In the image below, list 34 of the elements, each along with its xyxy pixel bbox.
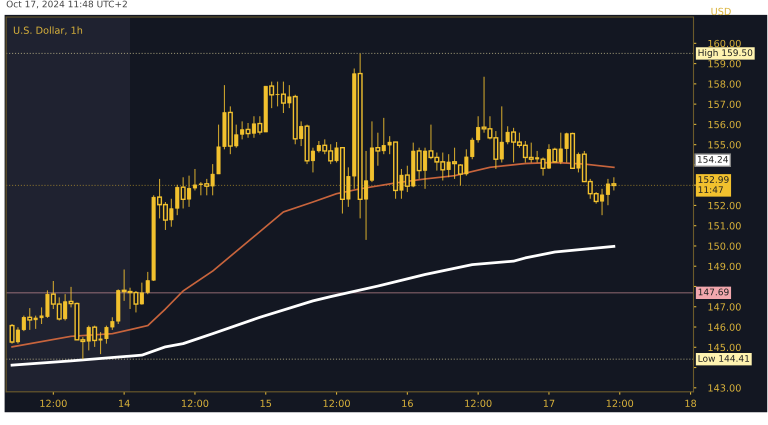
text: U.S. Dollar, 1h [14,26,82,35]
line-series [10,244,616,366]
y-tick-label: 145.00 [708,344,741,352]
ref-line-label: High 159.50 [698,49,752,58]
y-tick-label: 158.00 [708,80,741,88]
x-tick-label: 15 [260,400,272,408]
ref-line-label: 147.69 [698,288,729,296]
chart-subtitle: Oct 17, 2024 11:48 UTC+2 [6,0,127,8]
text: 154.24 [698,156,728,163]
ref-line-label: Low 144.41 [698,355,750,362]
ref-line-label: 152.99 11:47 [698,176,729,193]
x-tick-label: 12:00 [324,400,350,408]
y-tick-label: 143.00 [708,384,741,392]
x-tick-label: 14 [119,400,130,407]
line-series [11,162,615,348]
y-axis-title: USD [711,8,731,16]
y-tick-label: 160.00 [708,40,741,48]
y-tick-label: 150.00 [708,242,741,250]
y-tick-label: 149.00 [708,262,741,270]
y-tick-label: 151.00 [708,222,741,230]
y-tick-label: 152.00 [708,202,741,210]
x-tick-label: 16 [402,400,413,408]
y-tick-label: 147.00 [708,303,741,311]
y-tick-label: 146.00 [708,323,741,331]
x-tick-label: 17 [544,400,554,407]
x-tick-label: 12:00 [606,400,634,408]
x-tick-label: 12:00 [40,400,67,408]
x-tick-label: 12:00 [182,400,208,408]
x-tick-label: 18 [685,400,696,408]
y-tick-label: 156.00 [708,120,741,128]
y-tick-label: 157.00 [708,100,741,108]
y-tick-label: 155.00 [708,141,741,148]
y-tick-label: 159.00 [708,60,741,68]
x-tick-label: 12:00 [465,400,492,408]
